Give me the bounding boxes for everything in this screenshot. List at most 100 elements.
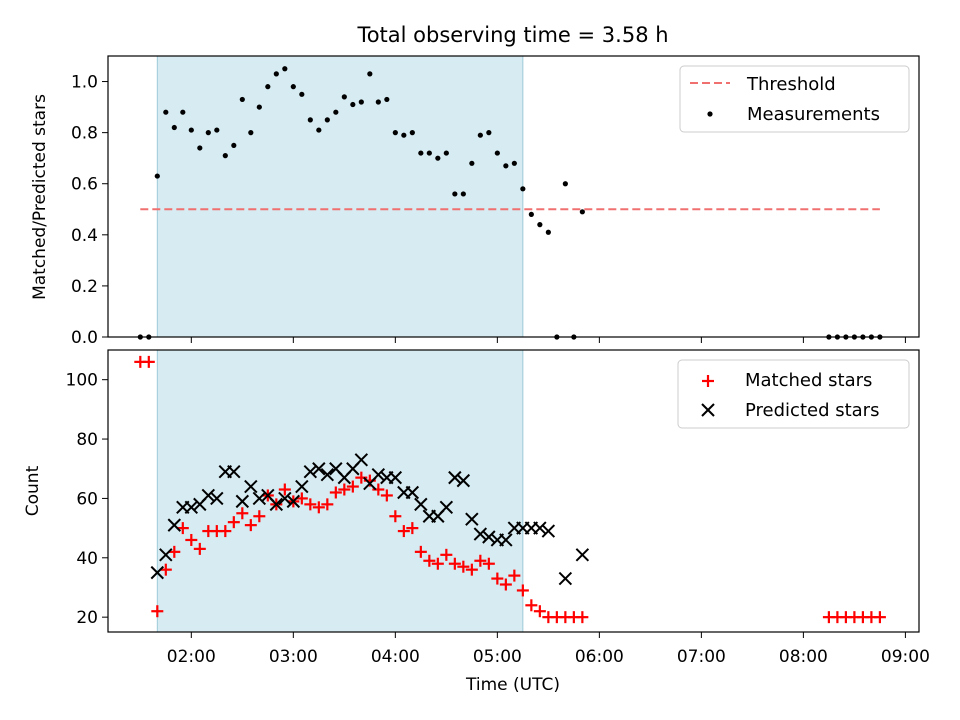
matched-star-point <box>304 498 317 511</box>
matched-star-point <box>142 355 155 368</box>
matched-star-point <box>423 554 436 567</box>
measurement-point <box>452 191 458 197</box>
matched-star-point <box>227 516 240 529</box>
predicted-star-point <box>473 527 488 541</box>
matched-star-point <box>321 498 334 511</box>
measurement-point <box>537 222 543 228</box>
predicted-star-point <box>295 479 309 494</box>
bottom-y-tick-label: 40 <box>76 549 98 569</box>
predicted-star-stroke-b <box>320 467 335 482</box>
matched-star-point <box>312 501 325 514</box>
predicted-legend-swatch <box>701 403 715 417</box>
measurement-point <box>460 191 466 197</box>
bottom-legend-box <box>677 359 910 429</box>
predicted-star-point <box>201 488 216 503</box>
predicted-star-point <box>439 500 454 515</box>
predicted-star-stroke-b <box>414 497 428 512</box>
predicted-star-stroke-b <box>252 491 267 506</box>
measurement-point <box>367 71 373 77</box>
measurement-point <box>350 101 356 108</box>
measurement-point <box>426 150 432 156</box>
predicted-star-point <box>414 497 428 512</box>
measurement-point <box>409 130 415 136</box>
predicted-star-point <box>227 464 241 479</box>
predicted-star-stroke-b <box>286 494 301 509</box>
measurement-point <box>494 150 500 156</box>
x-tick-label: 03:00 <box>269 647 318 667</box>
matched-star-point <box>253 510 266 523</box>
predicted-star-stroke-b <box>278 491 292 506</box>
predicted-star-stroke-b <box>184 500 199 515</box>
matched-star-point <box>431 557 444 570</box>
matched-legend-swatch <box>702 375 714 387</box>
predicted-star-point <box>558 571 573 586</box>
matched-star-point <box>389 510 402 523</box>
matched-star-point <box>185 533 198 546</box>
predicted-star-stroke-b <box>473 527 488 541</box>
measurement-point <box>443 150 449 156</box>
measurement-point <box>341 94 347 100</box>
predicted-star-stroke-b <box>533 521 547 535</box>
top-axes-frame <box>107 55 920 338</box>
predicted-star-point <box>150 565 165 580</box>
bottom-y-tick-label: 60 <box>76 489 98 509</box>
measurement-point <box>333 109 339 115</box>
matched-star-point <box>448 557 461 570</box>
measurement-point <box>528 211 534 217</box>
measurement-point <box>214 127 220 133</box>
predicted-star-stroke-b <box>354 453 369 467</box>
matched-star-point <box>465 563 478 576</box>
predicted-star-point <box>499 533 513 547</box>
x-tick-label: 06:00 <box>575 647 624 667</box>
measurement-point <box>222 153 228 159</box>
measurement-point <box>392 130 398 136</box>
matched-star-point <box>329 486 342 499</box>
matched-star-point <box>338 483 351 496</box>
measurement-point <box>171 124 177 131</box>
matched-star-point <box>414 545 427 558</box>
predicted-star-stroke-b <box>558 571 573 586</box>
measurement-point <box>299 91 305 97</box>
x-tick-label: 02:00 <box>167 647 216 667</box>
predicted-star-point <box>456 473 471 488</box>
matched-star-point <box>151 605 164 618</box>
predicted-star-stroke-b <box>244 479 258 494</box>
matched-star-point <box>873 611 886 624</box>
bottom-y-tick-label: 80 <box>76 430 98 450</box>
bottom-axis-ticks: 20 40 60 80 100 02:00 03:00 04:00 05:00 06:00 07:0… <box>66 371 930 667</box>
predicted-star-point <box>465 512 479 526</box>
predicted-star-stroke-b <box>303 464 318 479</box>
predicted-star-stroke-b <box>201 488 216 503</box>
matched-star-point <box>457 560 470 573</box>
measurement-point <box>503 163 509 169</box>
top-axis-ticks: 0.0 0.2 0.4 0.6 0.8 1.0 <box>71 73 906 348</box>
matched-star-point <box>508 569 521 582</box>
predicted-star-point <box>252 491 267 506</box>
measurement-point <box>231 142 237 149</box>
predicted-star-point <box>244 479 258 494</box>
matched-star-point <box>219 525 232 538</box>
matched-star-point <box>176 522 189 535</box>
top-y-tick-label: 0.6 <box>71 175 98 195</box>
bottom-y-axis-label: Count <box>23 465 43 516</box>
measurement-point <box>273 71 279 77</box>
matched-star-point <box>499 578 512 591</box>
x-tick-label: 07:00 <box>677 647 726 667</box>
matched-legend-label: Matched stars <box>745 370 872 391</box>
measurement-point <box>239 96 245 103</box>
top-legend: Threshold Measurements <box>679 65 910 133</box>
predicted-star-stroke-b <box>439 500 454 515</box>
measurement-point <box>180 109 186 115</box>
top-y-tick-label: 0.8 <box>71 124 98 144</box>
measurements-legend-label: Measurements <box>747 104 880 125</box>
matched-star-point <box>516 584 529 597</box>
bottom-y-tick-label: 100 <box>66 371 98 391</box>
predicted-star-stroke-b <box>499 533 513 547</box>
measurement-point <box>154 173 160 179</box>
measurement-point <box>401 132 407 138</box>
measurement-point <box>265 84 271 90</box>
measurement-point <box>205 130 211 136</box>
bottom-legend: Matched stars Predicted stars <box>677 359 910 429</box>
matched-star-point <box>244 519 257 532</box>
